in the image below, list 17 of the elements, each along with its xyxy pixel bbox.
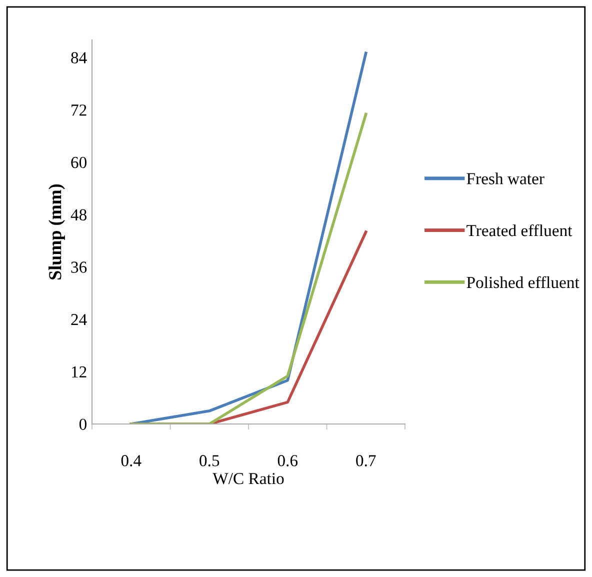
x-tick-label: 0.4: [121, 455, 142, 466]
legend-label: Fresh water: [466, 172, 544, 184]
y-tick-label: 84: [71, 52, 87, 64]
y-tick-label: 24: [71, 314, 87, 326]
y-tick-label: 72: [72, 104, 86, 116]
x-tick-label: 0.5: [200, 455, 220, 466]
y-tick-label: 60: [71, 156, 87, 168]
x-axis-title: W/C Ratio: [212, 472, 284, 484]
y-axis-title: Slump (mm): [48, 184, 65, 280]
x-tick-label: 0.7: [356, 455, 376, 466]
y-tick-label: 48: [70, 209, 87, 220]
x-tick-label: 0.6: [278, 455, 298, 466]
legend-label: Polished effluent: [466, 276, 580, 288]
y-tick-label: 36: [71, 262, 87, 273]
y-tick-label: 0: [79, 418, 87, 430]
y-tick-label: 12: [72, 366, 86, 378]
legend-label: Treated effluent: [466, 224, 572, 236]
